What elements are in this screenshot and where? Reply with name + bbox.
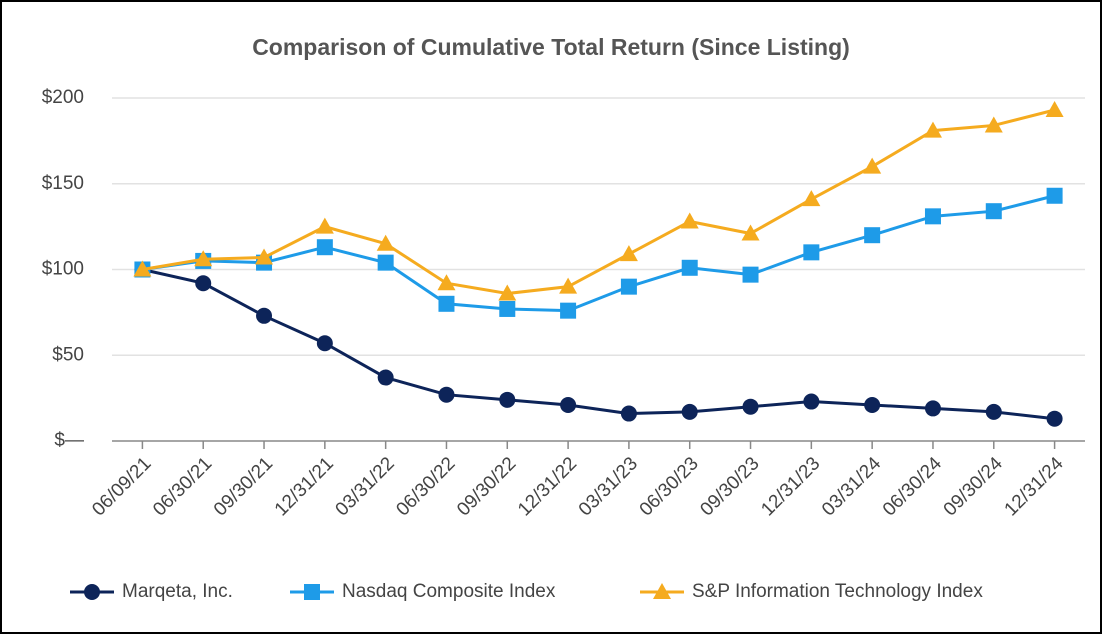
- data-point: [619, 245, 638, 262]
- data-point: [316, 239, 333, 256]
- data-point: [803, 393, 820, 410]
- data-point: [1046, 187, 1063, 204]
- y-tick-label: $50: [52, 344, 84, 365]
- data-point: [316, 335, 333, 352]
- data-point: [377, 369, 394, 386]
- data-point: [195, 275, 212, 292]
- series-line: [142, 268, 1055, 421]
- legend-marker: [304, 584, 320, 600]
- data-point: [376, 234, 395, 251]
- legend-label: Marqeta, Inc.: [122, 581, 233, 602]
- data-point: [620, 405, 637, 422]
- data-point: [377, 254, 394, 271]
- legend-label: Nasdaq Composite Index: [342, 581, 556, 602]
- data-point: [741, 224, 760, 241]
- data-point: [863, 157, 882, 174]
- data-point: [985, 203, 1002, 220]
- data-point: [560, 302, 577, 319]
- data-point: [255, 248, 274, 265]
- data-point: [437, 274, 456, 291]
- data-point: [499, 391, 516, 408]
- data-point: [680, 212, 699, 229]
- legend-marker: [84, 584, 100, 600]
- data-point: [315, 217, 334, 234]
- data-point: [560, 396, 577, 413]
- data-point: [256, 307, 273, 324]
- data-point: [498, 284, 517, 301]
- data-point: [681, 259, 698, 276]
- data-point: [438, 295, 455, 312]
- y-tick-label: $200: [42, 87, 84, 108]
- data-point: [1046, 410, 1063, 427]
- chart-title: Comparison of Cumulative Total Return (S…: [252, 34, 850, 60]
- legend-marker: [653, 583, 671, 599]
- series-line: [142, 108, 1055, 296]
- data-point: [194, 250, 213, 267]
- y-tick-label: $100: [42, 259, 84, 280]
- data-point: [985, 403, 1002, 420]
- data-point: [923, 121, 942, 138]
- data-point: [499, 300, 516, 317]
- data-point: [924, 208, 941, 225]
- data-point: [620, 278, 637, 295]
- data-point: [681, 403, 698, 420]
- data-point: [133, 260, 152, 277]
- y-tick-label: $—: [54, 430, 84, 451]
- data-point: [984, 116, 1003, 133]
- data-point: [803, 244, 820, 261]
- data-point: [924, 400, 941, 417]
- data-point: [864, 227, 881, 244]
- series-line: [142, 194, 1055, 313]
- data-point: [864, 396, 881, 413]
- data-point: [1045, 101, 1064, 118]
- data-point: [438, 386, 455, 403]
- data-point: [742, 266, 759, 283]
- data-point: [742, 398, 759, 415]
- y-tick-label: $150: [42, 173, 84, 194]
- data-point: [559, 277, 578, 294]
- data-point: [802, 190, 821, 207]
- legend-label: S&P Information Technology Index: [692, 581, 983, 602]
